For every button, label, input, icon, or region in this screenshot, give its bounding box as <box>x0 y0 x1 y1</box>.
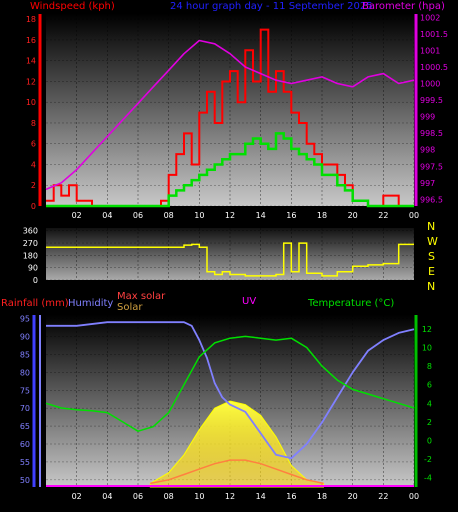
humidity-y-tick-50: 50 <box>20 476 30 485</box>
wind-y-tick-10: 10 <box>26 98 36 107</box>
temperature-y-tick-0: 0 <box>427 437 432 446</box>
humidity-y-tick-55: 55 <box>20 458 30 467</box>
direction-y-tick-90: 90 <box>28 264 38 273</box>
wind-y-tick-18: 18 <box>26 15 36 24</box>
solar-label: Solar <box>117 302 143 313</box>
baro-y-tick-999.5: 999.5 <box>420 96 443 105</box>
wind-y-tick-16: 16 <box>26 36 36 45</box>
wind-x-tick-08: 08 <box>164 211 174 220</box>
maxsolar-label: Max solar <box>117 291 166 302</box>
wind-y-tick-4: 4 <box>31 160 36 169</box>
direction-y-tick-180: 180 <box>23 251 38 260</box>
wind-x-tick-20: 20 <box>348 211 358 220</box>
uv-label: UV <box>242 296 257 307</box>
wind-x-tick-04: 04 <box>102 211 112 220</box>
humidity-y-tick-65: 65 <box>20 422 30 431</box>
temperature-y-tick-8: 8 <box>427 362 432 371</box>
baro-y-tick-997.5: 997.5 <box>420 162 443 171</box>
climate-x-tick-14: 14 <box>256 492 266 501</box>
wind-x-tick-10: 10 <box>194 211 204 220</box>
wind-x-tick-16: 16 <box>286 211 296 220</box>
wind-x-tick-14: 14 <box>256 211 266 220</box>
wind-x-tick-02: 02 <box>72 211 82 220</box>
baro-y-tick-997: 997 <box>420 179 435 188</box>
humidity-y-tick-75: 75 <box>20 386 30 395</box>
compass-w: W <box>427 235 438 248</box>
wind-y-tick-14: 14 <box>26 57 36 66</box>
temperature-y-tick-6: 6 <box>427 381 432 390</box>
humidity-y-tick-80: 80 <box>20 368 30 377</box>
chart-title: 24 hour graph day - 11 September 2025 <box>170 1 373 12</box>
direction-y-tick-360: 360 <box>23 227 38 236</box>
wind-x-tick-12: 12 <box>225 211 235 220</box>
rainfall-label: Rainfall (mm) <box>1 298 69 309</box>
climate-x-tick-18: 18 <box>317 492 327 501</box>
wind-y-tick-0: 0 <box>31 202 36 211</box>
chart-marks <box>45 28 415 488</box>
climate-x-tick-02: 02 <box>72 492 82 501</box>
baro-y-tick-998.5: 998.5 <box>420 129 443 138</box>
temperature-y-tick--4: -4 <box>424 474 432 483</box>
wind-direction-series <box>46 242 414 277</box>
axes: 024681012141618996.5997997.5998998.59999… <box>20 13 448 501</box>
compass-n-bottom: N <box>427 280 436 293</box>
compass-n-top: N <box>427 220 436 233</box>
baro-y-tick-998: 998 <box>420 146 435 155</box>
temperature-label: Temperature (°C) <box>308 298 395 309</box>
temperature-y-tick-2: 2 <box>427 418 432 427</box>
wind-average-series <box>46 132 414 208</box>
climate-x-tick-10: 10 <box>194 492 204 501</box>
direction-y-tick-270: 270 <box>23 239 38 248</box>
humidity-series <box>46 321 415 460</box>
wind-x-tick-06: 06 <box>133 211 143 220</box>
windspeed-axis-title: Windspeed (kph) <box>30 1 115 12</box>
climate-x-tick-16: 16 <box>286 492 296 501</box>
direction-y-tick-0: 0 <box>33 276 38 285</box>
wind-y-tick-8: 8 <box>31 119 36 128</box>
wind-x-tick-22: 22 <box>378 211 388 220</box>
baro-y-tick-1001.5: 1001.5 <box>420 30 448 39</box>
climate-x-tick-04: 04 <box>102 492 112 501</box>
humidity-y-tick-95: 95 <box>20 315 30 324</box>
humidity-label: Humidity <box>68 298 114 309</box>
compass-e: E <box>428 265 435 278</box>
climate-x-tick-08: 08 <box>164 492 174 501</box>
wind-x-tick-00: 00 <box>409 211 419 220</box>
climate-x-tick-12: 12 <box>225 492 235 501</box>
baro-y-tick-1000: 1000 <box>420 80 440 89</box>
compass-s: S <box>428 250 435 263</box>
max-solar-series <box>150 459 324 485</box>
temperature-series <box>45 335 415 432</box>
wind-y-tick-12: 12 <box>26 77 36 86</box>
temperature-y-tick-12: 12 <box>422 325 432 334</box>
barometer-series <box>45 39 415 191</box>
humidity-y-tick-85: 85 <box>20 350 30 359</box>
baro-y-tick-1000.5: 1000.5 <box>420 63 448 72</box>
baro-y-tick-996.5: 996.5 <box>420 195 443 204</box>
temperature-y-tick--2: -2 <box>424 455 432 464</box>
temperature-y-tick-4: 4 <box>427 399 432 408</box>
wind-y-tick-2: 2 <box>31 181 36 190</box>
humidity-y-tick-90: 90 <box>20 333 30 342</box>
temperature-y-tick-10: 10 <box>422 344 432 353</box>
humidity-y-tick-60: 60 <box>20 440 30 449</box>
climate-x-tick-00: 00 <box>409 492 419 501</box>
wind-y-tick-6: 6 <box>31 140 36 149</box>
barometer-axis-title: Barometer (hpa) <box>362 1 445 12</box>
baro-y-tick-1001: 1001 <box>420 46 440 55</box>
baro-y-tick-1002: 1002 <box>420 13 440 22</box>
climate-x-tick-20: 20 <box>348 492 358 501</box>
humidity-y-tick-70: 70 <box>20 404 30 413</box>
climate-x-tick-06: 06 <box>133 492 143 501</box>
climate-x-tick-22: 22 <box>378 492 388 501</box>
baro-y-tick-999: 999 <box>420 113 435 122</box>
wind-x-tick-18: 18 <box>317 211 327 220</box>
